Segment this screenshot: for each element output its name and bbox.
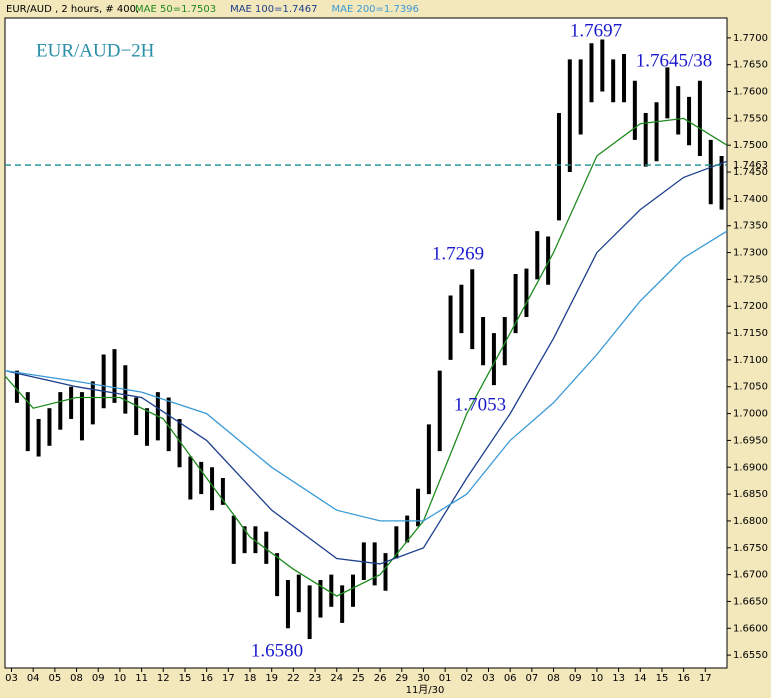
chart-title: EUR/AUD−2H — [36, 40, 155, 61]
x-tick-label: 26 — [374, 673, 387, 684]
annotation: 1.7645/38 — [636, 50, 713, 71]
x-tick-label: 29 — [395, 673, 408, 684]
x-tick-label: 25 — [352, 673, 365, 684]
x-tick-label: 16 — [677, 673, 690, 684]
x-tick-label: 09 — [92, 673, 105, 684]
y-tick-label: 1.7450 — [733, 167, 768, 178]
x-tick-label: 05 — [49, 673, 62, 684]
x-tick-label: 03 — [482, 673, 495, 684]
x-tick-label: 02 — [460, 673, 473, 684]
moving-average — [4, 160, 728, 565]
legend-entry: MAE 200=1.7396 — [331, 4, 418, 15]
y-tick-label: 1.7200 — [733, 301, 768, 312]
y-tick-label: 1.6600 — [733, 623, 768, 634]
x-tick-label: 17 — [699, 673, 712, 684]
y-tick-label: 1.7600 — [733, 87, 768, 98]
y-tick-label: 1.7400 — [733, 194, 768, 205]
x-axis-label: 11月/30 — [406, 684, 445, 696]
x-tick-label: 14 — [634, 673, 647, 684]
y-tick-label: 1.7700 — [733, 33, 768, 44]
x-tick-label: 13 — [612, 673, 625, 684]
x-tick-label: 03 — [5, 673, 18, 684]
y-tick-label: 1.7500 — [733, 140, 768, 151]
y-tick-label: 1.6850 — [733, 489, 768, 500]
x-tick-label: 16 — [200, 673, 213, 684]
header: EUR/AUD , 2 hours, # 400, — [6, 4, 139, 15]
x-tick-label: 19 — [265, 673, 278, 684]
x-tick-label: 24 — [330, 673, 343, 684]
y-tick-label: 1.6750 — [733, 543, 768, 554]
y-tick-label: 1.7350 — [733, 221, 768, 232]
y-tick-label: 1.6650 — [733, 596, 768, 607]
y-tick-label: 1.7300 — [733, 248, 768, 259]
y-tick-label: 1.7650 — [733, 60, 768, 71]
x-tick-label: 30 — [417, 673, 430, 684]
x-tick-label: 23 — [309, 673, 322, 684]
y-tick-label: 1.7150 — [733, 328, 768, 339]
x-tick-label: 11 — [135, 673, 148, 684]
y-tick-label: 1.6700 — [733, 570, 768, 581]
x-tick-label: 06 — [504, 673, 517, 684]
x-tick-label: 08 — [547, 673, 560, 684]
annotation: 1.7269 — [432, 243, 484, 264]
y-tick-label: 1.7100 — [733, 355, 768, 366]
y-tick-label: 1.7000 — [733, 409, 768, 420]
y-tick-label: 1.6900 — [733, 462, 768, 473]
x-tick-label: 10 — [114, 673, 127, 684]
annotation: 1.6580 — [251, 640, 303, 661]
x-tick-label: 17 — [222, 673, 235, 684]
plot-area — [4, 17, 728, 669]
y-tick-label: 1.7550 — [733, 113, 768, 124]
x-tick-label: 09 — [569, 673, 582, 684]
x-tick-label: 15 — [179, 673, 192, 684]
legend-entry: MAE 50=1.7503 — [135, 4, 216, 15]
x-tick-label: 12 — [157, 673, 170, 684]
y-tick-label: 1.6550 — [733, 650, 768, 661]
y-tick-label: 1.7250 — [733, 274, 768, 285]
annotation: 1.7053 — [454, 394, 506, 415]
x-tick-label: 01 — [439, 673, 452, 684]
y-tick-label: 1.6950 — [733, 435, 768, 446]
moving-average — [4, 230, 728, 522]
legend-entry: MAE 100=1.7467 — [230, 4, 317, 15]
x-tick-label: 10 — [591, 673, 604, 684]
y-tick-label: 1.7050 — [733, 382, 768, 393]
reference-label: 1.7463 — [733, 160, 768, 171]
x-tick-label: 08 — [70, 673, 83, 684]
x-tick-label: 18 — [244, 673, 257, 684]
y-tick-label: 1.6800 — [733, 516, 768, 527]
annotation: 1.7697 — [570, 20, 622, 41]
moving-average — [4, 117, 728, 597]
x-tick-label: 07 — [525, 673, 538, 684]
x-tick-label: 04 — [27, 673, 40, 684]
x-tick-label: 22 — [287, 673, 300, 684]
x-tick-label: 15 — [656, 673, 669, 684]
